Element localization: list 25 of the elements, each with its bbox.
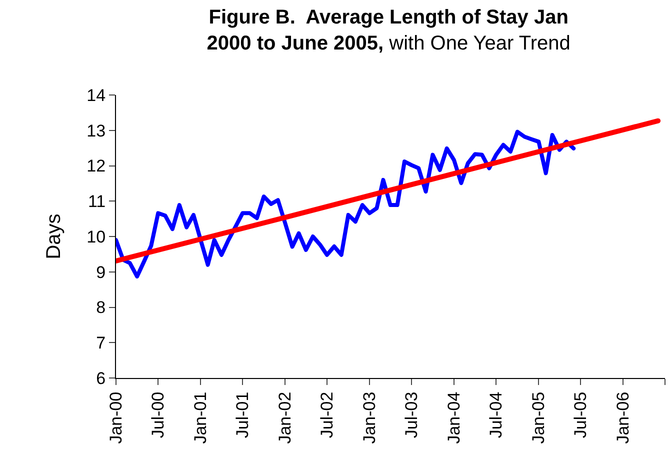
y-tick-label: 13: [86, 121, 106, 140]
x-tick-label: Jul-04: [486, 392, 506, 438]
line-series: [116, 130, 576, 278]
x-tick-label: Jan-01: [191, 392, 210, 444]
y-tick-label: 12: [86, 156, 106, 176]
chart-title: Figure B. Average Length of Stay Jan 2000 to June 2005, with One Year Trend: [206, 6, 570, 54]
x-tick-label: Jul-05: [571, 392, 590, 438]
y-tick-label: 8: [96, 298, 106, 318]
y-tick-label: 6: [96, 368, 106, 388]
y-tick-label: 10: [86, 227, 106, 246]
x-tick-label: Jan-04: [444, 392, 464, 444]
y-axis-title: Days: [43, 214, 66, 260]
x-tick-label: Jul-00: [148, 392, 168, 438]
x-tick-label: Jan-06: [614, 392, 633, 444]
x-tick-label: Jan-00: [106, 392, 126, 444]
x-tick-label: Jul-03: [402, 392, 421, 438]
x-tick-label: Jul-01: [233, 392, 252, 438]
y-tick-label: 14: [86, 86, 106, 105]
y-tick-label: 11: [88, 192, 106, 212]
x-tick-label: Jan-03: [360, 392, 380, 444]
y-tick-label: 7: [96, 334, 106, 353]
x-tick-label: Jan-02: [276, 392, 295, 444]
x-tick-label: Jan-05: [529, 392, 548, 444]
y-tick-label: 9: [96, 262, 106, 282]
x-tick-label: Jul-02: [318, 392, 337, 438]
